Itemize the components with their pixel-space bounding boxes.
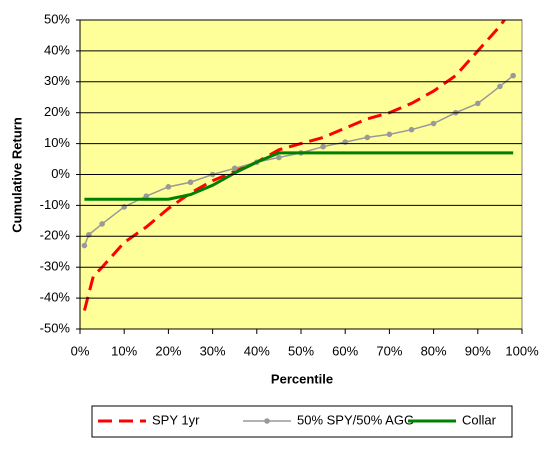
x-tick-label: 50% [288,343,314,358]
series-line [84,151,514,201]
y-tick-label: 0% [51,166,70,181]
x-tick-label: 30% [200,343,226,358]
x-tick-label: 70% [376,343,402,358]
legend-label: 50% SPY/50% AGG [297,412,414,427]
data-point [386,131,393,138]
data-point [165,184,172,190]
x-tick-label: 20% [155,343,181,358]
data-point [510,72,516,79]
x-tick-label: 80% [421,343,447,358]
y-tick-label: -20% [40,228,71,243]
y-tick-label: 30% [44,73,70,88]
y-tick-label: -10% [40,197,71,212]
data-point [430,120,437,127]
y-tick-label: 50% [44,11,70,26]
data-point [475,100,481,107]
legend-label: Collar [462,412,497,427]
y-tick-label: -30% [40,259,71,274]
data-point [408,126,415,133]
x-tick-label: 0% [71,343,90,358]
legend-marker [264,418,270,424]
data-point [320,143,326,150]
series-line [83,75,514,246]
plot-content [81,20,516,311]
data-point [276,154,282,161]
data-point [231,165,238,172]
data-point [497,83,503,90]
data-point [99,221,105,227]
data-point [187,179,194,186]
data-point [364,134,371,141]
y-tick-label: -40% [40,290,71,305]
y-tick-label: 10% [44,135,70,150]
y-tick-label: 40% [44,42,70,57]
x-tick-label: 100% [505,343,539,358]
y-tick-label: 20% [44,104,70,119]
x-tick-label: 10% [111,343,137,358]
y-axis-title: Cumulative Return [9,117,24,233]
data-point [143,193,150,199]
data-point [81,242,88,249]
x-axis-title: Percentile [271,371,333,386]
series-line [82,20,507,311]
legend-label: SPY 1yr [152,412,200,427]
x-tick-label: 90% [465,343,491,358]
x-tick-label: 60% [332,343,358,358]
y-tick-label: -50% [40,320,71,335]
x-tick-label: 40% [244,343,270,358]
